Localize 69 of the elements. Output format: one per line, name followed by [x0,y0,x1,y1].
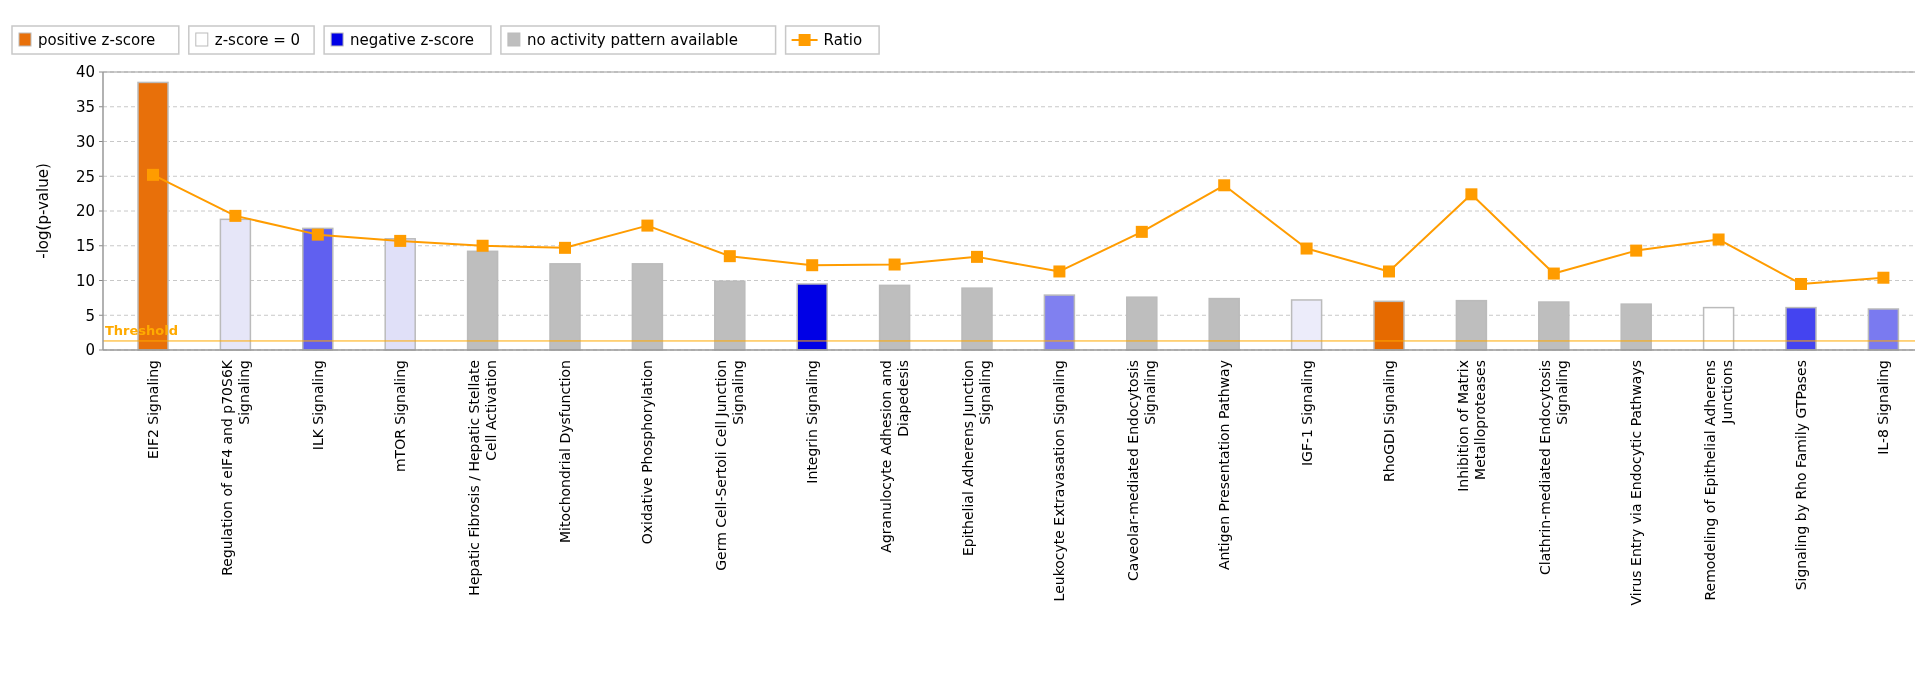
y-tick-label: 10 [75,271,95,290]
x-tick-label: ILK Signaling [309,360,326,451]
legend-label: Ratio [823,31,863,50]
point [147,168,159,181]
x-tick-label: Regulation of eIF4 and p70S6K Signaling [218,359,252,576]
point [559,241,571,254]
point [1877,271,1890,284]
point [1135,225,1148,238]
bar [302,227,334,351]
bar [796,283,828,351]
point [1053,265,1066,278]
x-tick-label: IGF-1 Signaling [1298,360,1315,467]
point [1795,277,1807,290]
bar [1867,308,1900,351]
x-tick-label: RhoGDI Signaling [1380,360,1397,483]
point [806,259,819,272]
y-axis-title: -log(p-value) [34,163,52,259]
bar [1538,301,1570,351]
x-tick-label: IL-8 Signaling [1875,360,1892,455]
x-tick-label: Inhibition of Matrix Metalloproteases [1454,360,1488,492]
x-tick-label: Remodeling of Epithelial Adherens Junctions [1702,360,1735,601]
bar [384,238,416,351]
point [971,250,983,263]
y-tick-label: 20 [75,202,95,221]
legend-label: positive z-score [38,31,156,50]
y-tick-label: 35 [75,98,95,116]
y-tick-label: 25 [75,167,95,186]
point [394,234,407,247]
point [1630,244,1643,257]
point [1383,265,1395,278]
point [311,228,324,241]
point [1547,267,1560,280]
y-tick-label: 15 [75,237,95,255]
x-tick-label: mTOR Signaling [392,360,409,473]
bar [1373,300,1405,351]
point [1218,179,1231,192]
x-tick-label: Virus Entry via Endocytic Pathways [1628,360,1645,606]
x-tick-label: EIF2 Signaling [144,360,161,460]
bar [1043,294,1076,351]
x-tick-label: Oxidative Phosphorylation [639,360,656,545]
point [1300,242,1313,255]
x-tick-label: Mitochondrial Dysfunction [556,360,573,544]
legend-label: no activity pattern available [526,31,739,50]
point [723,250,736,263]
point [1712,233,1725,246]
x-tick-label: Integrin Signaling [804,360,821,484]
point [1465,188,1478,201]
y-tick-label: 30 [75,132,95,151]
legend-label: negative z-score [350,31,475,50]
y-tick-label: 40 [75,63,95,82]
bar [1290,299,1323,351]
point [641,219,654,232]
y-tick-label: 0 [85,341,95,360]
x-tick-label: Caveolar-mediated Endocytosis Signaling [1125,360,1159,581]
x-tick-label: Germ Cell-Sertoli Cell Junction Signaling [713,360,747,571]
bar [1702,306,1735,351]
point [476,239,489,252]
x-tick-label: Epithelial Adherens Junction Signaling [960,360,994,557]
y-tick-label: 5 [85,306,95,325]
bar [1785,306,1817,351]
x-tick-label: Antigen Presentation Pathway [1216,360,1233,571]
x-tick-label: Leukocyte Extravasation Signaling [1051,360,1068,602]
point [229,209,242,222]
legend-label: z-score = 0 [214,31,301,50]
point [888,258,901,271]
x-tick-label: Clathrin-mediated Endocytosis Signaling [1537,360,1571,575]
x-tick-label: Signaling by Rho Family GTPases [1792,360,1809,591]
bar [219,218,252,351]
x-tick-label: Agranulocyte Adhesion and Diapedesis [878,360,911,553]
